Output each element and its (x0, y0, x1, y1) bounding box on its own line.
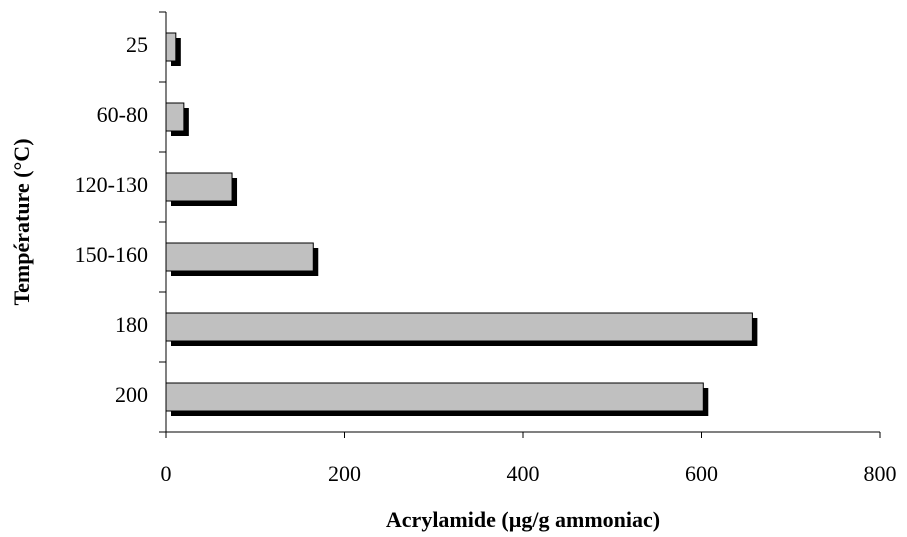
y-tick-label: 120-130 (75, 172, 148, 197)
bar (165, 102, 185, 132)
y-axis-title: Température (°C) (9, 138, 34, 305)
bar (165, 32, 177, 62)
x-tick-label: 200 (328, 461, 361, 486)
bar (165, 172, 233, 202)
x-tick-label: 800 (864, 461, 897, 486)
y-tick-label: 25 (126, 32, 148, 57)
x-tick-label: 600 (685, 461, 718, 486)
x-tick-label: 400 (507, 461, 540, 486)
bar (165, 382, 704, 412)
x-tick-label: 0 (161, 461, 172, 486)
x-axis-title: Acrylamide (µg/g ammoniac) (386, 507, 660, 532)
y-tick-label: 150-160 (75, 242, 148, 267)
y-tick-label: 180 (115, 312, 148, 337)
bar (165, 312, 753, 342)
bar (165, 242, 314, 272)
y-tick-label: 200 (115, 382, 148, 407)
y-tick-label: 60-80 (97, 102, 148, 127)
